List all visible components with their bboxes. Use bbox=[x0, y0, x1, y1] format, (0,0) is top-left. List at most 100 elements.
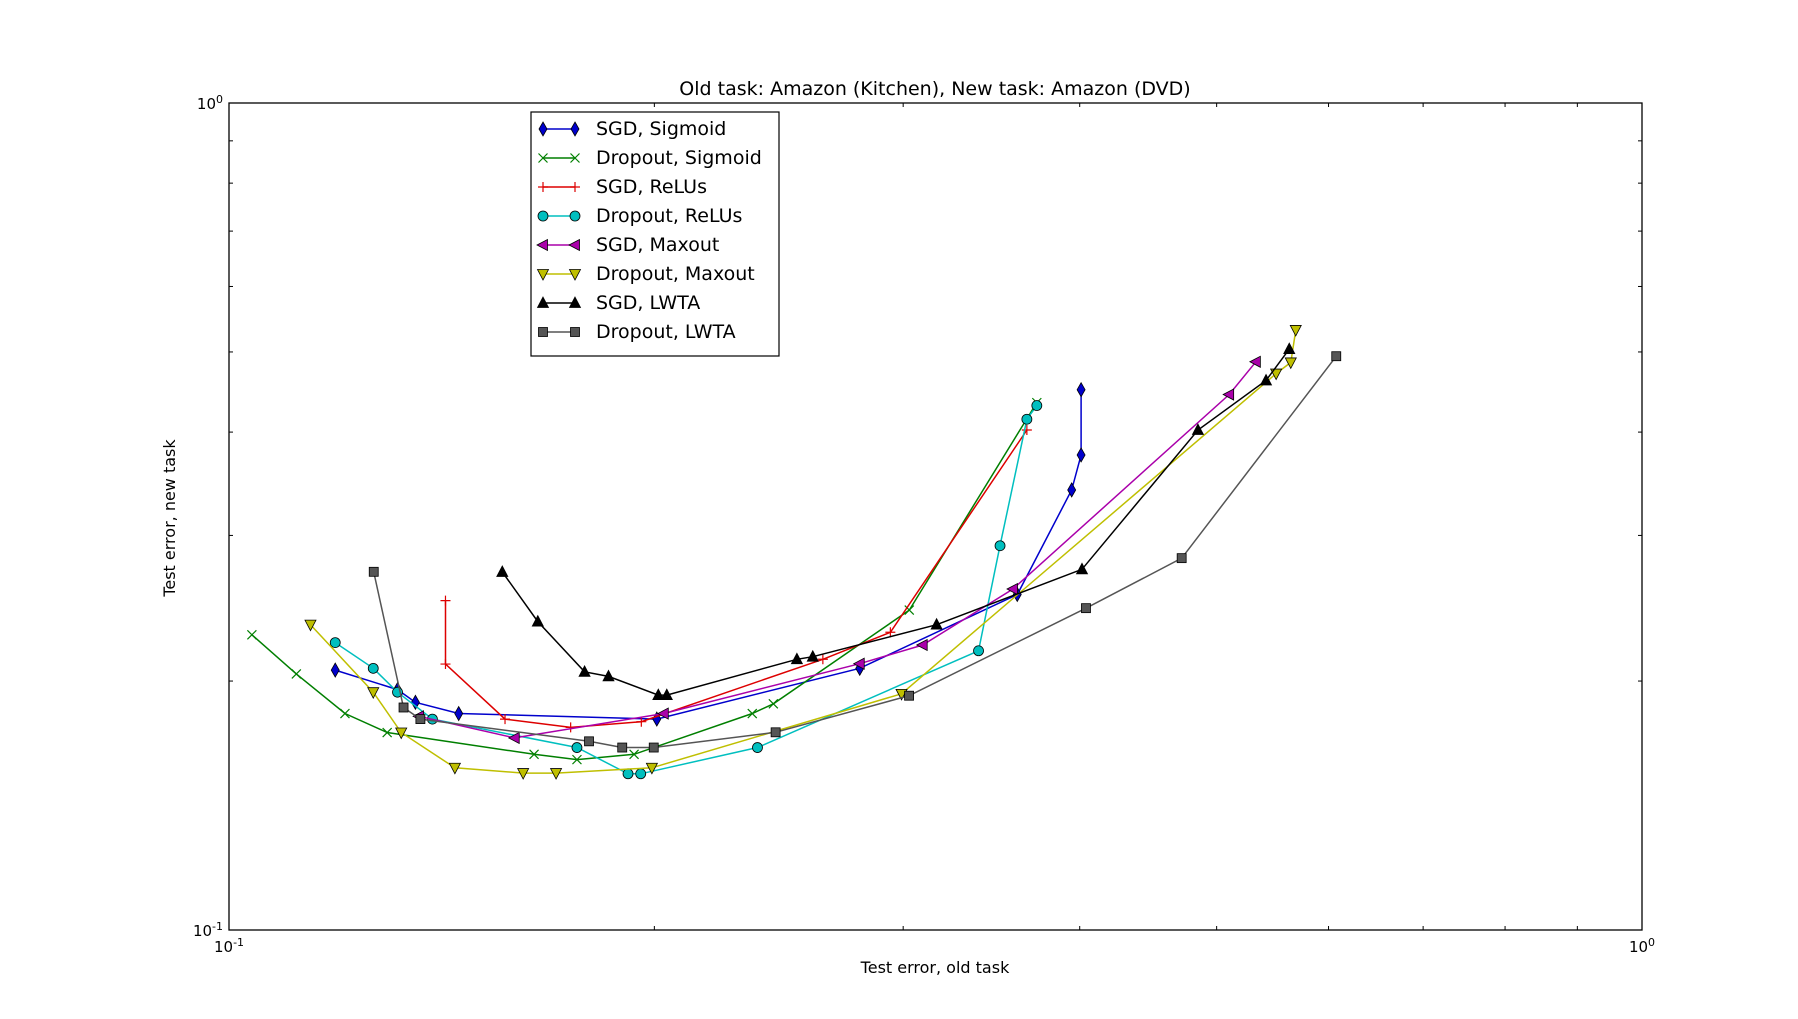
legend-marker bbox=[569, 210, 581, 222]
legend-label: SGD, ReLUs bbox=[596, 176, 707, 198]
data-point bbox=[1283, 342, 1296, 354]
legend-label: Dropout, ReLUs bbox=[596, 205, 742, 227]
x-axis-label: Test error, old task bbox=[860, 958, 1010, 977]
data-point bbox=[1259, 373, 1273, 386]
plot-frame bbox=[228, 102, 1643, 931]
data-point bbox=[415, 714, 426, 724]
data-point bbox=[565, 722, 576, 733]
series-sgd-lwta bbox=[496, 342, 1296, 701]
legend-marker bbox=[568, 269, 582, 281]
data-point bbox=[652, 688, 665, 701]
data-point bbox=[440, 595, 451, 606]
legend-marker bbox=[536, 269, 550, 281]
legend-item-dropout-sigmoid: Dropout, Sigmoid bbox=[538, 147, 762, 169]
data-point bbox=[636, 716, 647, 727]
data-point bbox=[622, 768, 634, 780]
legend-marker bbox=[536, 238, 548, 252]
data-point bbox=[1021, 413, 1033, 425]
tick-labels: 10-1 100 10-1 100 bbox=[193, 93, 1655, 956]
data-point bbox=[246, 629, 257, 640]
data-point bbox=[340, 708, 350, 719]
y-tick-label: 10-1 bbox=[193, 920, 223, 940]
legend-label: SGD, Maxout bbox=[596, 234, 719, 256]
data-point bbox=[368, 566, 379, 577]
series-line bbox=[334, 389, 1082, 720]
data-point bbox=[973, 645, 984, 657]
data-point bbox=[382, 727, 393, 738]
legend-marker bbox=[538, 182, 548, 192]
data-point bbox=[330, 662, 340, 678]
y-tick-label: 100 bbox=[197, 93, 223, 113]
data-point bbox=[930, 617, 943, 630]
data-point bbox=[790, 652, 804, 665]
data-point bbox=[1021, 425, 1032, 436]
series-line bbox=[334, 405, 1038, 775]
series-sgd-relus bbox=[440, 425, 1032, 733]
data-point bbox=[617, 742, 628, 753]
legend-item-sgd-relus: SGD, ReLUs bbox=[538, 176, 707, 198]
legend-label: Dropout, LWTA bbox=[596, 321, 736, 343]
legend-item-sgd-sigmoid: SGD, Sigmoid bbox=[538, 118, 726, 140]
data-point bbox=[496, 565, 509, 577]
data-point bbox=[516, 768, 530, 780]
data-point bbox=[885, 627, 896, 638]
data-point bbox=[1289, 325, 1302, 337]
data-point bbox=[500, 714, 511, 725]
data-point bbox=[572, 754, 582, 765]
data-point bbox=[1249, 355, 1261, 368]
legend-marker bbox=[570, 153, 580, 163]
y-axis-label: Test error, new task bbox=[160, 439, 179, 598]
data-point bbox=[1331, 351, 1342, 362]
data-point bbox=[507, 731, 520, 745]
legend-marker bbox=[536, 296, 550, 308]
data-point bbox=[817, 654, 828, 665]
data-point bbox=[852, 657, 865, 670]
legend-label: SGD, Sigmoid bbox=[596, 118, 726, 140]
data-point bbox=[635, 768, 647, 780]
data-point bbox=[1075, 562, 1089, 575]
series-line bbox=[444, 429, 1028, 729]
legend-marker bbox=[538, 327, 548, 337]
data-point bbox=[367, 662, 379, 674]
legend-item-dropout-relus: Dropout, ReLUs bbox=[537, 205, 742, 227]
legend-label: Dropout, Sigmoid bbox=[596, 147, 762, 169]
data-point bbox=[531, 614, 544, 627]
legend-marker bbox=[570, 327, 580, 337]
series-sgd-maxout bbox=[412, 355, 1261, 745]
series-dropout-lwta bbox=[368, 351, 1342, 753]
data-point bbox=[629, 749, 640, 760]
legend-item-dropout-maxout: Dropout, Maxout bbox=[536, 263, 755, 285]
legend-label: SGD, LWTA bbox=[596, 292, 700, 314]
data-point bbox=[645, 762, 659, 775]
legend-label: Dropout, Maxout bbox=[596, 263, 755, 285]
legend-marker bbox=[538, 121, 548, 137]
legend: SGD, Sigmoid Dropout, Sigmoid SGD, ReLUs Dr… bbox=[530, 111, 780, 357]
data-point bbox=[1284, 357, 1297, 370]
x-tick-label: 10-1 bbox=[214, 936, 244, 956]
legend-item-dropout-lwta: Dropout, LWTA bbox=[538, 321, 736, 343]
data-point bbox=[329, 637, 341, 648]
data-point bbox=[440, 659, 451, 670]
legend-marker bbox=[570, 182, 580, 192]
data-point bbox=[660, 688, 673, 701]
data-point bbox=[584, 736, 594, 747]
legend-marker bbox=[568, 238, 580, 252]
data-point bbox=[602, 669, 615, 682]
data-point bbox=[410, 694, 420, 711]
series-dropout-sigmoid bbox=[246, 397, 1042, 765]
chart-title: Old task: Amazon (Kitchen), New task: Am… bbox=[679, 78, 1190, 100]
data-point bbox=[1031, 400, 1043, 411]
data-point bbox=[448, 762, 462, 775]
data-point bbox=[648, 742, 659, 753]
data-point bbox=[747, 708, 758, 719]
data-point bbox=[904, 605, 915, 615]
data-point bbox=[304, 619, 317, 632]
legend-item-sgd-lwta: SGD, LWTA bbox=[536, 292, 700, 314]
data-point bbox=[398, 702, 409, 713]
data-point bbox=[291, 669, 302, 679]
data-point bbox=[1191, 423, 1205, 435]
data-point bbox=[1081, 603, 1091, 614]
legend-marker bbox=[537, 210, 549, 222]
